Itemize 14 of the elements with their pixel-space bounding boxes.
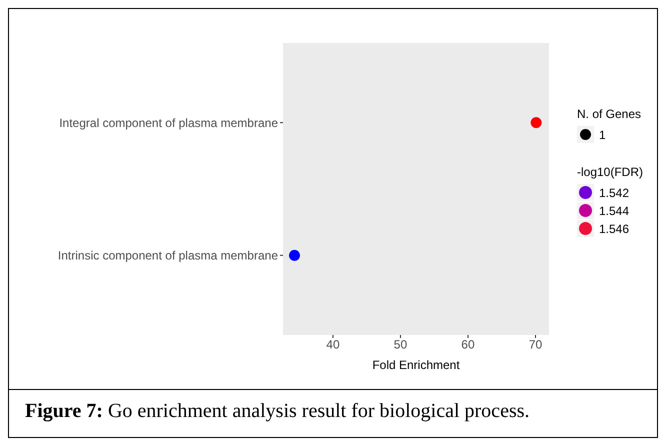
color-bar-label: 1.542 [599,186,630,200]
legend-label: 1 [599,128,606,142]
y-tick-label: Intrinsic component of plasma membrane [58,248,278,263]
x-tick-label: 70 [528,338,542,352]
x-axis-title: Fold Enrichment [372,358,460,372]
x-tick-label: 60 [461,338,475,352]
color-bar-label: 1.546 [599,222,630,236]
legend-title: N. of Genes [577,107,642,121]
color-bar-label: 1.544 [599,204,630,218]
y-tick-label: Integral component of plasma membrane [59,116,278,130]
x-tick-label: 40 [326,338,340,352]
caption: Figure 7: Go enrichment analysis result for biological process. [9,389,657,433]
color-bar-title: -log10(FDR) [577,165,644,179]
x-tick-label: 50 [394,338,408,352]
